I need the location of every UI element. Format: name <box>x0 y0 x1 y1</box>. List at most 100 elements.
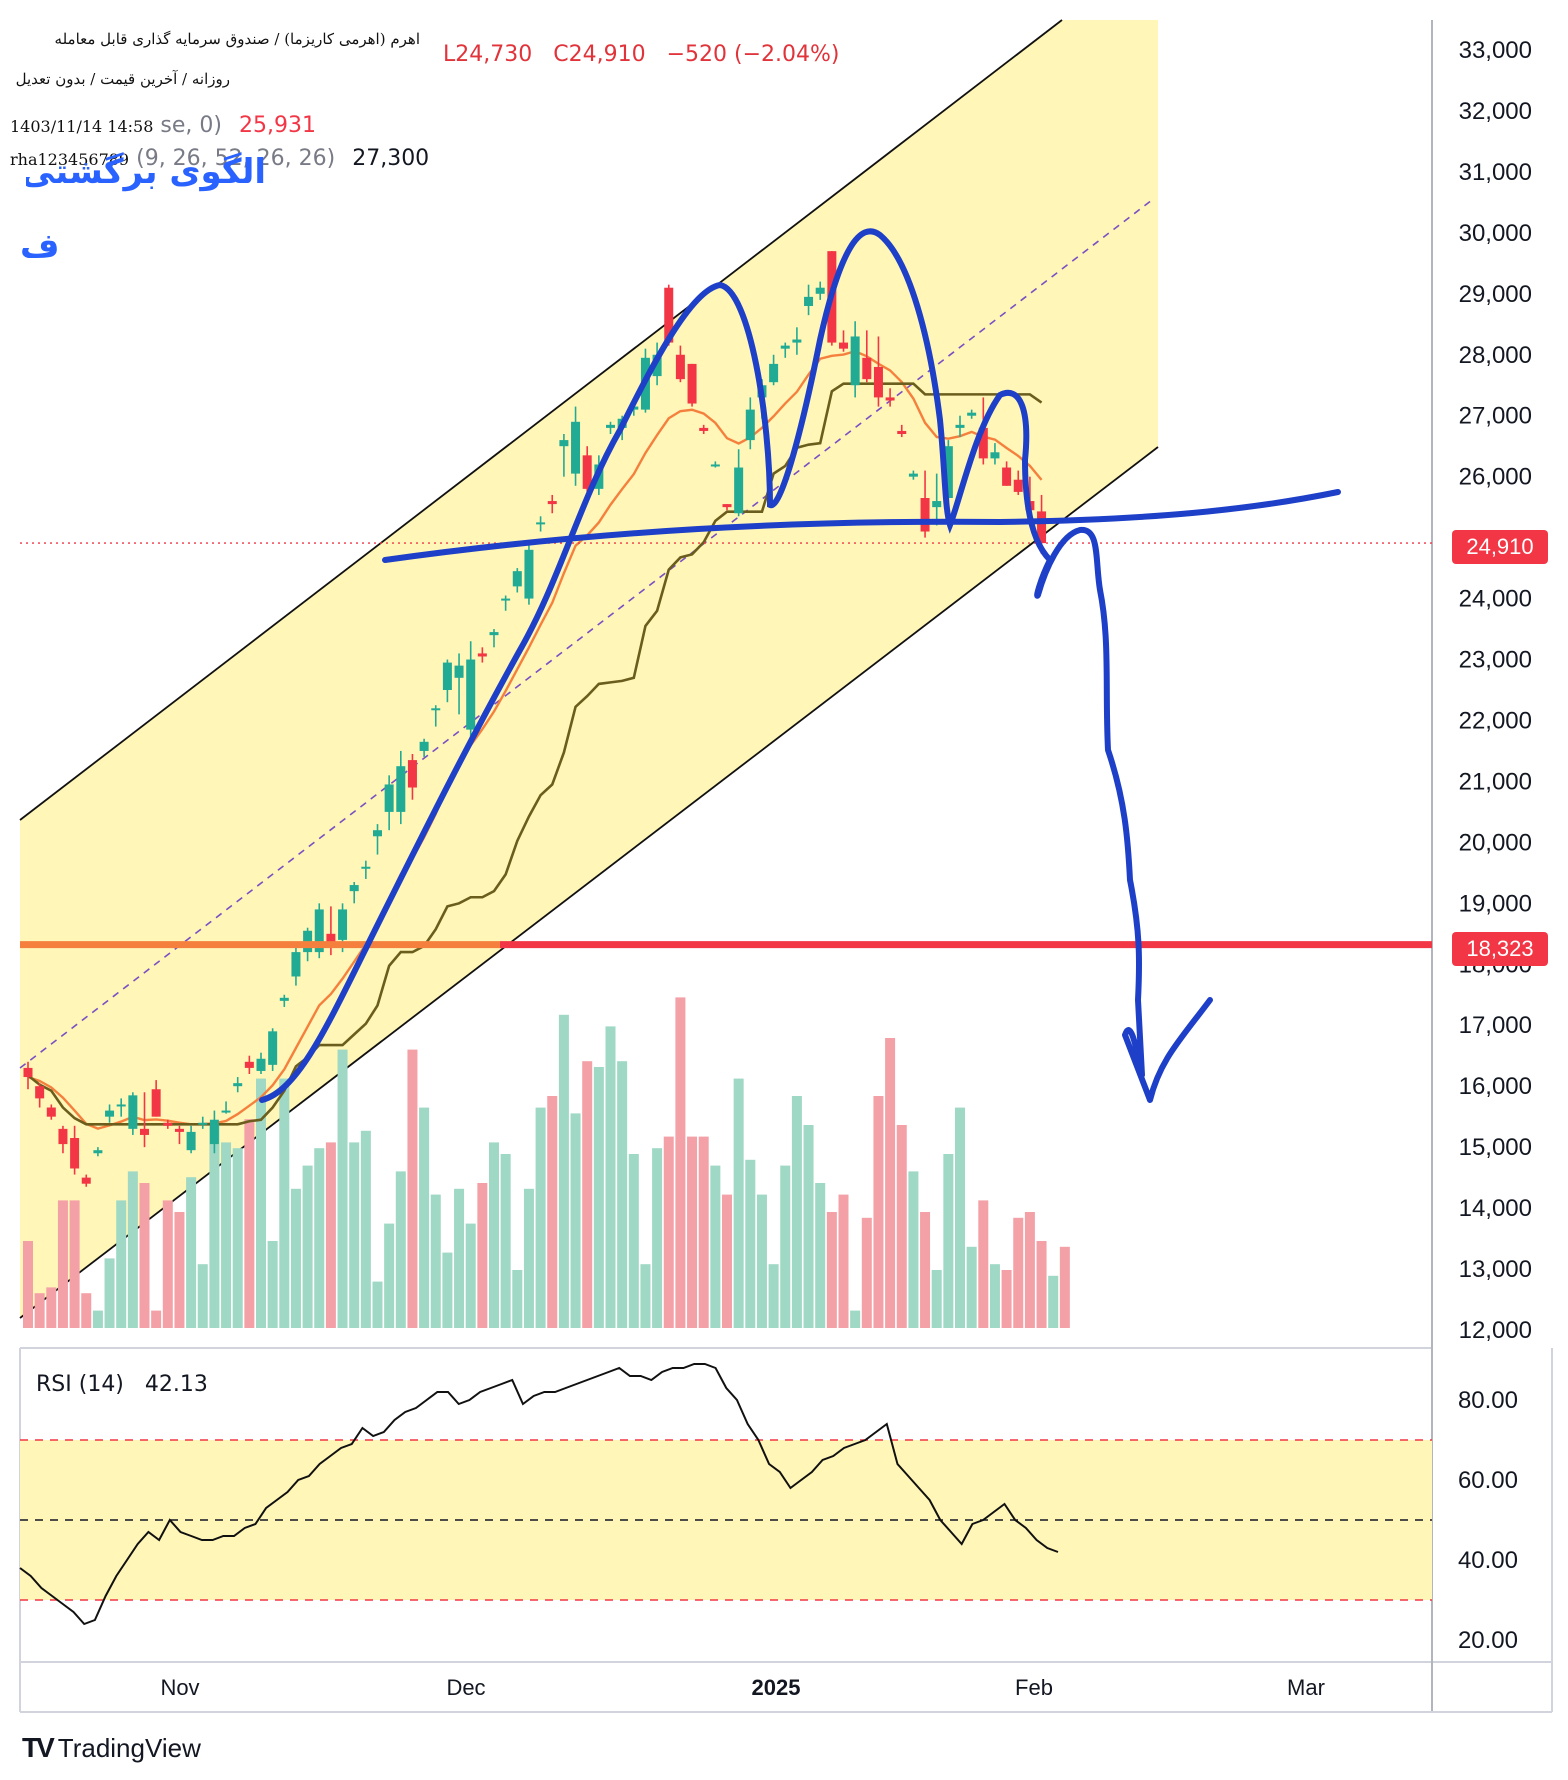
candle <box>722 504 732 511</box>
candle <box>291 946 301 986</box>
hand-drawings[interactable] <box>259 228 1341 1103</box>
price-tick-label: 27,000 <box>1459 403 1532 430</box>
volume-bars <box>23 997 1070 1328</box>
volume-bar <box>943 1154 954 1328</box>
projection-arrow[interactable] <box>1034 527 1213 1103</box>
time-axis: Nov Dec 2025 Feb Mar <box>160 1675 1325 1700</box>
rsi-value: 42.13 <box>144 1372 208 1397</box>
rsi-line <box>19 1363 1059 1626</box>
rsi-title: RSI (14) <box>36 1372 124 1397</box>
brand-name: TradingView <box>57 1732 201 1763</box>
volume-bar <box>92 1310 103 1328</box>
candle <box>396 750 406 825</box>
candle <box>373 824 382 855</box>
volume-bar <box>920 1212 931 1328</box>
volume-bar <box>302 1165 313 1328</box>
candle <box>151 1080 161 1117</box>
price-tick-label: 33,000 <box>1459 37 1532 64</box>
rsi-tick-label: 20.00 <box>1458 1627 1518 1654</box>
candle <box>501 595 511 611</box>
price-tick-label: 13,000 <box>1459 1256 1532 1283</box>
candle <box>734 449 744 517</box>
candle <box>1013 470 1023 495</box>
volume-bar <box>652 1148 663 1328</box>
volume-bar <box>395 1171 406 1328</box>
overlay-text: الگوی برگشتی <box>26 152 266 192</box>
price-tick-label: 24,000 <box>1459 586 1532 613</box>
volume-bar <box>1013 1217 1024 1328</box>
channel-upper-line <box>19 19 1063 821</box>
candle <box>524 540 534 605</box>
volume-bar <box>896 1125 907 1328</box>
candle <box>198 1116 208 1129</box>
volume-bar <box>116 1200 127 1328</box>
candle <box>932 473 942 526</box>
ichimoku-legend: rha123456789 (9, 26, 52, 26, 26) 27,300 <box>10 146 429 171</box>
price-tick-label: 23,000 <box>1459 647 1532 674</box>
candle <box>897 424 907 438</box>
volume-bar <box>558 1014 569 1328</box>
overlay-text-2: ف <box>20 226 60 266</box>
overlay-text-box: الگوی برگشتی <box>26 152 266 198</box>
candle <box>582 446 592 492</box>
time-tick-label: 2025 <box>752 1675 801 1700</box>
tradingview-logo[interactable]: TV TradingView <box>22 1732 201 1764</box>
candle <box>279 994 289 1007</box>
volume-bar <box>850 1310 861 1328</box>
volume-bar <box>745 1159 756 1328</box>
price-tick-label: 22,000 <box>1459 707 1532 734</box>
candle <box>780 342 790 358</box>
candle <box>571 406 581 486</box>
candle <box>536 516 546 532</box>
candle <box>477 647 487 663</box>
ma-fragment: se, 0) <box>160 113 222 138</box>
volume-bar <box>710 1165 721 1328</box>
volume-bar <box>372 1281 383 1328</box>
candle <box>93 1147 103 1157</box>
candle <box>967 409 977 419</box>
volume-bar <box>430 1194 441 1328</box>
time-tick-label: Feb <box>1015 1675 1053 1700</box>
candle <box>815 281 825 300</box>
ichimoku-value: 27,300 <box>352 146 430 171</box>
candle <box>792 327 802 355</box>
candle <box>745 397 755 450</box>
channel-mid-line <box>19 199 1153 1069</box>
volume-bar <box>640 1264 651 1328</box>
pattern-curve[interactable] <box>259 228 1053 1103</box>
candle <box>233 1077 243 1093</box>
volume-bar <box>489 1142 499 1328</box>
volume-bar <box>838 1194 849 1328</box>
volume-bar <box>232 1148 243 1328</box>
volume-bar <box>570 1113 581 1328</box>
candle <box>489 629 499 648</box>
volume-bar <box>407 1049 418 1328</box>
volume-bar <box>955 1107 965 1328</box>
candle <box>314 903 324 959</box>
volume-bar <box>197 1264 208 1328</box>
candle <box>885 388 895 407</box>
rsi-tick-label: 40.00 <box>1458 1547 1518 1574</box>
price-levels <box>20 542 1432 949</box>
candle <box>186 1125 196 1154</box>
candle <box>256 1052 266 1074</box>
ohlc-low: L24,730 <box>443 42 533 67</box>
ichimoku-params: (9, 26, 52, 26, 26) <box>136 146 336 171</box>
volume-bar <box>337 1049 348 1328</box>
volume-bar <box>314 1148 325 1328</box>
volume-bar <box>535 1107 546 1328</box>
volume-bar <box>69 1200 80 1328</box>
candle <box>163 1119 173 1129</box>
candle <box>384 775 394 831</box>
volume-bar <box>780 1165 791 1328</box>
candle <box>209 1110 219 1154</box>
candle <box>244 1055 254 1074</box>
volume-bar <box>861 1217 872 1328</box>
neckline[interactable] <box>382 489 1341 563</box>
candle <box>407 754 417 800</box>
candle <box>675 345 685 383</box>
symbol-title: اهرم (اهرمی کاریزما) / صندوق سرمایه گذار… <box>54 30 420 48</box>
volume-bar <box>349 1142 360 1328</box>
candle <box>606 421 615 434</box>
